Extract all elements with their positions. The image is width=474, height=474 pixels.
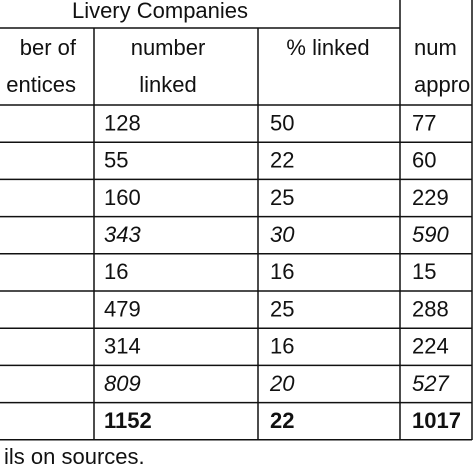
cell: 288 xyxy=(412,296,449,321)
cell: 60 xyxy=(412,148,436,173)
cell: 22 xyxy=(270,148,294,173)
cell: 30 xyxy=(270,222,295,247)
cell: 22 xyxy=(270,408,294,433)
cell: 160 xyxy=(104,185,141,210)
cell: 16 xyxy=(104,259,128,284)
column-header: number xyxy=(131,35,206,60)
cell: 16 xyxy=(270,334,294,359)
footer-note: ils on sources. xyxy=(4,444,145,469)
cell: 1017 xyxy=(412,408,461,433)
cell: 128 xyxy=(104,110,141,135)
cell: 229 xyxy=(412,185,449,210)
column-header: num xyxy=(414,35,457,60)
cell: 15 xyxy=(412,259,436,284)
column-header: % linked xyxy=(286,35,369,60)
column-header: appro xyxy=(414,72,470,97)
cell: 527 xyxy=(412,371,449,396)
cell: 25 xyxy=(270,296,294,321)
cell: 343 xyxy=(104,222,141,247)
cell: 590 xyxy=(412,222,449,247)
cell: 809 xyxy=(104,371,141,396)
column-header: linked xyxy=(139,72,196,97)
cell: 55 xyxy=(104,148,128,173)
cell: 314 xyxy=(104,334,141,359)
cell: 224 xyxy=(412,334,449,359)
cell: 479 xyxy=(104,296,141,321)
column-header: entices xyxy=(6,72,76,97)
column-header: ber of xyxy=(20,35,77,60)
cell: 25 xyxy=(270,185,294,210)
cell: 20 xyxy=(269,371,295,396)
cell: 77 xyxy=(412,110,436,135)
cell: 1152 xyxy=(104,408,152,433)
cell: 16 xyxy=(270,259,294,284)
group-title: Livery Companies xyxy=(72,0,248,23)
cell: 50 xyxy=(270,110,294,135)
